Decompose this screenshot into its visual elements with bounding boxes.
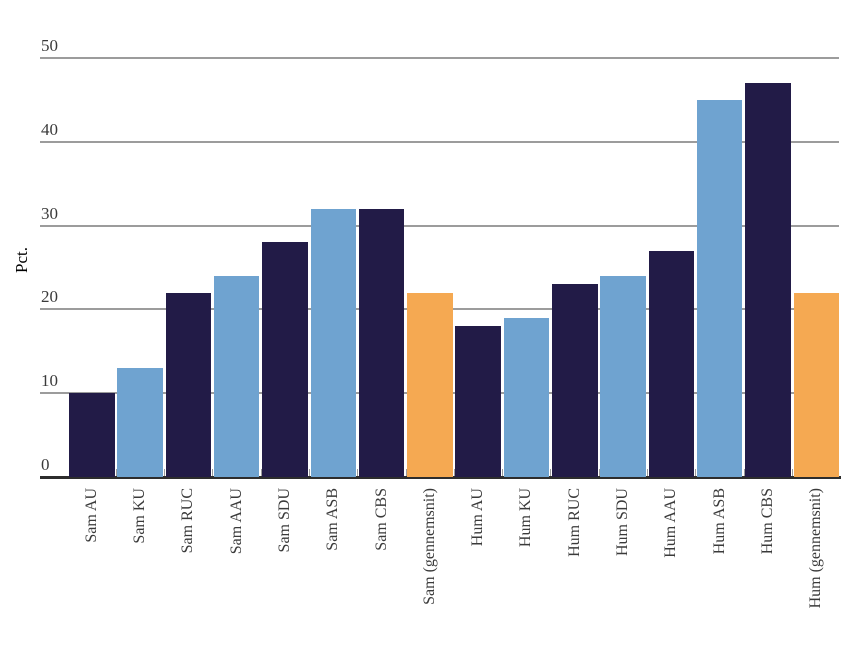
x-tick-label-text: Sam ASB — [324, 488, 342, 551]
x-tick-label: Hum AAU — [662, 488, 680, 638]
bar-sam-aau — [213, 275, 260, 477]
bar-sam-ruc — [165, 292, 212, 477]
axis-tick — [308, 469, 310, 476]
x-tick-label-text: Sam RUC — [179, 488, 197, 554]
x-tick-label-text: Sam CBS — [372, 488, 390, 551]
bar-sam-ku — [117, 368, 163, 477]
axis-tick — [405, 469, 407, 476]
x-tick-label: Hum AU — [469, 488, 487, 638]
x-tick-label: Hum KU — [517, 488, 535, 638]
y-axis-title-text: Pct. — [12, 247, 31, 273]
bar-hum-ku — [503, 317, 550, 477]
y-tick-label-0: 0 — [41, 455, 50, 474]
bar-hum-aau — [648, 250, 695, 477]
bar-hum-sdu — [600, 275, 646, 477]
bar-hum-cbs — [745, 83, 791, 477]
gridline-50 — [40, 57, 839, 59]
x-tick-label: Sam (gennemsnit) — [421, 488, 439, 638]
bar-sam-sdu — [262, 242, 308, 477]
x-tick-label: Sam KU — [131, 488, 149, 638]
axis-tick — [164, 469, 165, 476]
x-tick-label: Sam CBS — [373, 488, 391, 638]
x-tick-label-text: Sam AU — [82, 488, 100, 543]
bar-hum-au — [455, 326, 501, 477]
y-tick-label-20: 20 — [41, 287, 58, 307]
x-tick-label: Sam AAU — [228, 488, 246, 638]
x-tick-label: Hum SDU — [614, 488, 632, 638]
x-tick-label: Sam SDU — [276, 488, 294, 638]
bar-sam-cbs — [358, 208, 405, 477]
bar-hum-gennemsnit — [793, 292, 839, 477]
y-axis-title: Pct. — [12, 247, 32, 273]
axis-tick — [743, 469, 745, 476]
x-tick-label-text: Hum RUC — [565, 488, 583, 557]
axis-tick — [502, 469, 504, 476]
x-tick-label-text: Sam (gennemsnit) — [420, 488, 438, 605]
bar-sam-asb — [310, 208, 356, 477]
x-tick-label-text: Hum SDU — [614, 488, 632, 557]
bar-hum-asb — [696, 99, 743, 477]
x-tick-label: Sam ASB — [324, 488, 342, 638]
bar-sam-au — [69, 393, 115, 477]
x-tick-label: Sam RUC — [179, 488, 197, 638]
x-tick-label: Hum RUC — [566, 488, 584, 638]
axis-tick — [550, 469, 552, 476]
axis-tick — [260, 469, 262, 476]
x-tick-label-text: Sam KU — [131, 488, 149, 544]
x-tick-label: Sam AU — [83, 488, 101, 638]
axis-tick — [647, 469, 648, 476]
y-tick-label-10: 10 — [41, 371, 58, 391]
y-tick-label-40: 40 — [41, 119, 58, 139]
axis-tick — [791, 469, 793, 476]
x-tick-label-text: Hum ASB — [710, 488, 728, 555]
x-tick-label-text: Sam AAU — [227, 488, 245, 555]
axis-tick — [598, 469, 600, 476]
gridline-30 — [40, 224, 839, 227]
gridline-40 — [40, 140, 839, 143]
x-tick-label-text: Hum AU — [469, 488, 487, 547]
x-axis-line — [40, 476, 841, 479]
axis-tick — [115, 469, 117, 476]
axis-tick — [453, 469, 455, 476]
axis-tick — [695, 469, 697, 476]
bar-hum-ruc — [552, 284, 598, 477]
y-tick-label-50: 50 — [41, 36, 58, 55]
x-tick-label-text: Hum CBS — [758, 488, 776, 555]
x-tick-label-text: Hum (gennemsnit) — [807, 488, 825, 609]
x-tick-label: Hum (gennemsnit) — [807, 488, 825, 638]
x-tick-label: Hum ASB — [711, 488, 729, 638]
bar-sam-gennemsnit — [407, 292, 453, 477]
x-tick-label-text: Sam SDU — [275, 488, 293, 553]
x-tick-label-text: Hum AAU — [662, 488, 680, 558]
x-tick-label-text: Hum KU — [517, 488, 535, 548]
axis-tick — [357, 469, 359, 476]
y-tick-label-30: 30 — [41, 203, 58, 223]
x-tick-label: Hum CBS — [759, 488, 777, 638]
axis-tick — [212, 469, 214, 476]
